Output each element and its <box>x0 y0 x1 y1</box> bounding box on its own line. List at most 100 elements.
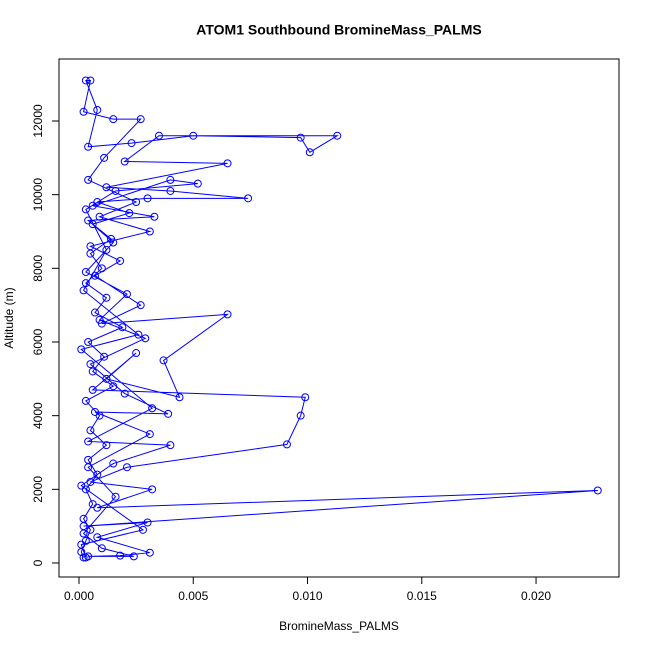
point <box>77 481 86 490</box>
point <box>134 330 143 339</box>
point <box>81 76 90 85</box>
plot-frame <box>58 58 620 578</box>
point <box>81 268 90 277</box>
point <box>301 393 310 402</box>
point <box>86 76 95 85</box>
point <box>79 107 88 116</box>
point <box>111 186 120 195</box>
point <box>79 286 88 295</box>
point <box>77 540 86 549</box>
point <box>129 552 138 561</box>
point <box>193 179 202 188</box>
point <box>77 345 86 354</box>
point <box>296 133 305 142</box>
point <box>305 148 314 157</box>
point <box>102 183 111 192</box>
point <box>90 308 99 317</box>
point <box>95 315 104 324</box>
y-tick-label: 12000 <box>31 104 45 138</box>
x-tick-label: 0.020 <box>521 589 551 603</box>
point <box>118 323 127 332</box>
point <box>97 264 106 273</box>
point <box>88 367 97 376</box>
point <box>93 470 102 479</box>
point <box>81 553 90 562</box>
point <box>81 396 90 405</box>
point <box>86 360 95 369</box>
point <box>84 175 93 184</box>
point <box>136 115 145 124</box>
point <box>120 157 129 166</box>
point <box>102 245 111 254</box>
point <box>86 242 95 251</box>
point <box>333 131 342 140</box>
point <box>90 407 99 416</box>
point <box>81 279 90 288</box>
chart-title: ATOM1 Southbound BromineMass_PALMS <box>196 22 481 38</box>
point <box>166 441 175 450</box>
point <box>136 301 145 310</box>
point <box>97 544 106 553</box>
y-tick-label: 10000 <box>31 178 45 212</box>
point <box>84 142 93 151</box>
point <box>88 201 97 210</box>
point <box>143 518 152 527</box>
point <box>86 426 95 435</box>
point <box>166 186 175 195</box>
point <box>93 105 102 114</box>
point <box>164 409 173 418</box>
point <box>86 477 95 486</box>
point <box>84 463 93 472</box>
point <box>81 205 90 214</box>
x-tick-label: 0.010 <box>293 589 323 603</box>
point <box>122 290 131 299</box>
point <box>154 131 163 140</box>
point <box>109 238 118 247</box>
y-axis-label: Altitude (m) <box>2 287 16 348</box>
point <box>102 441 111 450</box>
point <box>100 153 109 162</box>
point <box>88 385 97 394</box>
point <box>132 198 141 207</box>
point <box>148 404 157 413</box>
point <box>84 437 93 446</box>
point <box>122 463 131 472</box>
x-tick-label: 0.005 <box>178 589 208 603</box>
y-tick-label: 2000 <box>31 476 45 503</box>
point <box>159 356 168 365</box>
point <box>145 227 154 236</box>
point <box>102 374 111 383</box>
point <box>141 334 150 343</box>
point <box>109 115 118 124</box>
point <box>102 293 111 302</box>
point <box>175 393 184 402</box>
point <box>145 548 154 557</box>
point <box>109 459 118 468</box>
point <box>93 503 102 512</box>
point <box>100 352 109 361</box>
point <box>148 485 157 494</box>
point <box>111 492 120 501</box>
point <box>138 525 147 534</box>
point <box>84 216 93 225</box>
point <box>79 529 88 538</box>
y-tick-label: 4000 <box>31 402 45 429</box>
point <box>84 337 93 346</box>
x-axis-label: BromineMass_PALMS <box>279 619 399 633</box>
point <box>90 271 99 280</box>
y-tick-label: 0 <box>31 559 45 566</box>
y-tick-label: 8000 <box>31 255 45 282</box>
point <box>95 212 104 221</box>
point <box>143 194 152 203</box>
point <box>79 553 88 562</box>
point <box>244 194 253 203</box>
point <box>593 486 602 495</box>
point <box>223 159 232 168</box>
point <box>86 525 95 534</box>
point <box>132 349 141 358</box>
x-tick-label: 0.015 <box>407 589 437 603</box>
y-tick-label: 6000 <box>31 328 45 355</box>
series-line <box>80 79 598 558</box>
point <box>223 310 232 319</box>
